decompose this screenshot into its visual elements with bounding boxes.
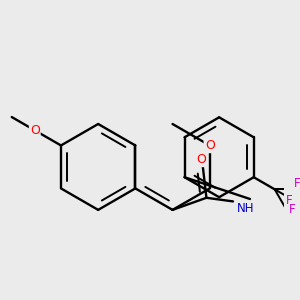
Text: F: F	[286, 194, 292, 207]
Text: F: F	[289, 202, 296, 216]
Text: F: F	[294, 177, 300, 190]
Text: O: O	[205, 139, 215, 152]
Text: NH: NH	[237, 202, 255, 214]
Text: O: O	[30, 124, 40, 137]
Text: O: O	[196, 153, 206, 166]
